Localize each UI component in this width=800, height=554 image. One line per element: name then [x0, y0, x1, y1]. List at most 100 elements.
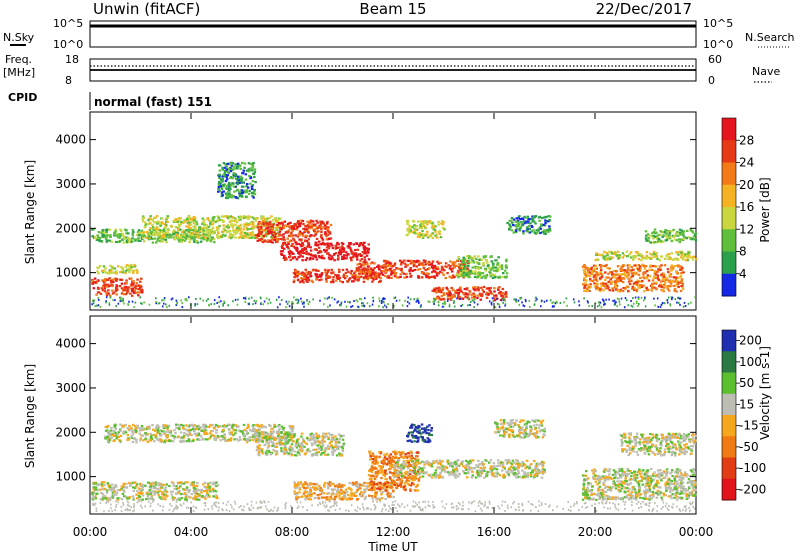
data-cell [165, 303, 167, 306]
data-cell [613, 276, 616, 279]
data-cell [309, 220, 313, 223]
data-cell [242, 434, 246, 437]
data-cell [479, 275, 482, 279]
data-cell [377, 276, 381, 279]
data-cell [593, 285, 597, 288]
data-cell [185, 298, 188, 301]
data-cell [128, 496, 131, 499]
data-cell [231, 235, 234, 238]
data-cell [177, 423, 180, 426]
data-cell [628, 264, 631, 267]
data-cell [420, 226, 423, 230]
data-cell [187, 491, 191, 494]
data-cell [105, 283, 108, 286]
data-cell [452, 263, 455, 266]
data-cell [469, 270, 472, 273]
data-cell [494, 306, 497, 309]
data-cell [356, 276, 359, 279]
data-cell [100, 231, 103, 235]
data-cell [121, 269, 124, 272]
data-cell [692, 235, 696, 238]
data-cell [221, 194, 224, 197]
data-cell [364, 268, 368, 271]
data-cell [97, 236, 100, 239]
data-cell [216, 497, 219, 500]
data-cell [150, 496, 153, 499]
data-cell [537, 229, 540, 232]
data-cell [424, 260, 427, 263]
data-cell [139, 482, 142, 485]
data-cell [201, 429, 204, 432]
data-cell [479, 298, 482, 301]
data-cell [141, 220, 145, 223]
data-cell [297, 232, 301, 235]
data-cell [255, 429, 259, 432]
data-cell [273, 231, 276, 234]
data-cell [305, 276, 308, 279]
data-cell [122, 235, 126, 238]
data-cell [637, 298, 640, 300]
data-cell [250, 169, 254, 172]
data-cell [141, 434, 145, 437]
data-cell [106, 278, 109, 281]
data-cell [670, 240, 674, 243]
data-cell [354, 254, 357, 257]
data-cell [142, 216, 145, 219]
data-cell [254, 219, 257, 222]
data-cell [140, 490, 143, 493]
data-cell [213, 230, 216, 233]
data-cell [307, 231, 310, 234]
data-cell [236, 221, 239, 224]
data-cell [163, 488, 166, 491]
data-cell [151, 490, 154, 493]
data-cell [415, 232, 418, 235]
data-cell [667, 289, 671, 292]
data-cell [479, 267, 482, 270]
data-cell [329, 242, 333, 245]
data-cell [236, 425, 239, 428]
data-cell [337, 257, 340, 260]
data-cell [105, 296, 108, 299]
data-cell [461, 273, 465, 276]
data-cell [488, 300, 491, 303]
data-cell [443, 269, 446, 272]
data-cell [155, 225, 159, 229]
data-cell [247, 170, 251, 173]
data-cell [107, 430, 110, 433]
data-cell [226, 197, 229, 200]
data-cell [586, 274, 590, 277]
data-cell [531, 218, 535, 221]
data-cell [670, 265, 673, 268]
data-cell [667, 231, 670, 234]
data-cell [462, 256, 465, 259]
data-cell [501, 275, 504, 279]
data-cell [417, 299, 420, 302]
data-cell [109, 264, 112, 267]
data-cell [242, 181, 245, 184]
data-cell [222, 230, 225, 233]
data-cell [350, 269, 353, 273]
data-cell [94, 488, 97, 491]
data-cell [262, 431, 266, 434]
data-cell [211, 483, 215, 486]
data-cell [192, 225, 195, 228]
data-cell [301, 242, 304, 245]
data-cell [118, 439, 121, 442]
data-cell [180, 234, 183, 237]
data-cell [480, 258, 484, 261]
data-cell [676, 272, 679, 275]
data-cell [637, 267, 640, 270]
data-cell [143, 301, 145, 304]
data-cell [350, 305, 352, 308]
data-cell [408, 224, 412, 228]
data-cell [632, 257, 636, 260]
data-cell [182, 434, 186, 438]
data-cell [526, 215, 529, 218]
data-cell [133, 306, 135, 309]
data-cell [216, 434, 219, 438]
data-cell [94, 482, 98, 485]
data-cell [440, 294, 444, 298]
data-cell [136, 270, 139, 273]
data-cell [392, 270, 396, 273]
data-cell [210, 303, 212, 306]
